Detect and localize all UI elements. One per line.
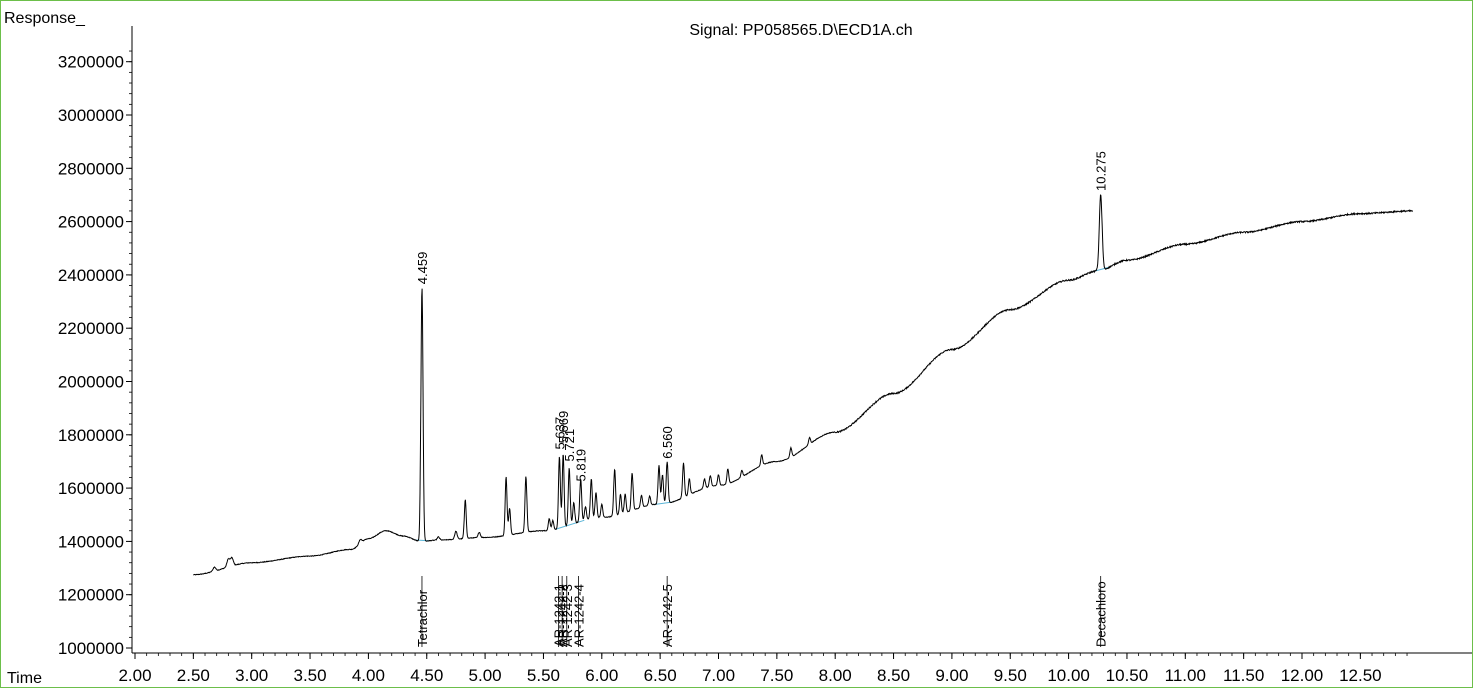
x-axis-title: Time bbox=[7, 670, 42, 687]
y-tick-label: 2800000 bbox=[58, 159, 124, 178]
x-tick-label: 9.00 bbox=[935, 666, 968, 685]
y-tick-label: 2400000 bbox=[58, 266, 124, 285]
chart-title: Signal: PP058565.D\ECD1A.ch bbox=[689, 22, 912, 39]
x-tick-label: 9.50 bbox=[994, 666, 1027, 685]
compound-label: AR-1242-3 bbox=[560, 584, 575, 647]
x-tick-label: 10.00 bbox=[1047, 666, 1090, 685]
compound-label: AR-1242-1 bbox=[552, 584, 567, 647]
compound-label: AR-1242-5 bbox=[660, 584, 675, 647]
peak-label: 6.560 bbox=[660, 426, 675, 459]
integration-baseline bbox=[654, 501, 672, 505]
peak-label: 5.669 bbox=[556, 411, 571, 444]
y-tick-label: 3200000 bbox=[58, 53, 124, 72]
x-tick-label: 11.00 bbox=[1165, 666, 1206, 685]
integration-baseline bbox=[554, 519, 585, 530]
x-tick-label: 5.00 bbox=[469, 666, 502, 685]
peak-label: 5.637 bbox=[552, 417, 567, 450]
y-tick-label: 1800000 bbox=[58, 426, 124, 445]
y-tick-label: 3000000 bbox=[58, 106, 124, 125]
x-tick-label: 11.50 bbox=[1223, 666, 1264, 685]
x-tick-label: 10.50 bbox=[1106, 666, 1149, 685]
y-tick-label: 1600000 bbox=[58, 479, 124, 498]
x-tick-label: 12.50 bbox=[1339, 666, 1382, 685]
x-tick-label: 7.00 bbox=[702, 666, 735, 685]
x-tick-label: 4.00 bbox=[352, 666, 385, 685]
x-tick-label: 6.00 bbox=[585, 666, 618, 685]
axes: 1000000 1200000 1400000 1600000 1800000 20000… bbox=[58, 26, 1472, 685]
y-tick-label: 2600000 bbox=[58, 213, 124, 232]
compound-label: Decachloro bbox=[1094, 581, 1109, 647]
x-tick-label: 7.50 bbox=[760, 666, 793, 685]
x-tick-label: 2.50 bbox=[177, 666, 210, 685]
signal-trace bbox=[193, 194, 1414, 576]
peak-label: 5.721 bbox=[562, 429, 577, 462]
signal-line bbox=[193, 194, 1414, 576]
y-axis-title: Response_ bbox=[4, 10, 86, 27]
compound-label: AR-1242-2 bbox=[555, 584, 570, 647]
compound-label: AR-1242-4 bbox=[571, 584, 586, 647]
x-tick-label: 12.00 bbox=[1281, 666, 1324, 685]
x-tick-label: 3.50 bbox=[294, 666, 327, 685]
y-tick-label: 2200000 bbox=[58, 319, 124, 338]
x-tick-label: 5.50 bbox=[527, 666, 560, 685]
y-tick-label: 1400000 bbox=[58, 532, 124, 551]
y-tick-label: 2000000 bbox=[58, 373, 124, 392]
x-tick-label: 8.00 bbox=[819, 666, 852, 685]
y-tick-label: 1200000 bbox=[58, 586, 124, 605]
peak-label: 5.819 bbox=[574, 449, 589, 482]
x-tick-label: 6.50 bbox=[644, 666, 677, 685]
x-tick-label: 8.50 bbox=[877, 666, 910, 685]
x-tick-label: 3.00 bbox=[235, 666, 268, 685]
x-tick-label: 4.50 bbox=[410, 666, 443, 685]
x-tick-label: 2.00 bbox=[118, 666, 151, 685]
peak-label: 10.275 bbox=[1094, 151, 1109, 191]
peak-label: 4.459 bbox=[415, 252, 430, 285]
y-tick-label: 1000000 bbox=[58, 639, 124, 658]
compound-label: Tetrachlor bbox=[415, 589, 430, 647]
